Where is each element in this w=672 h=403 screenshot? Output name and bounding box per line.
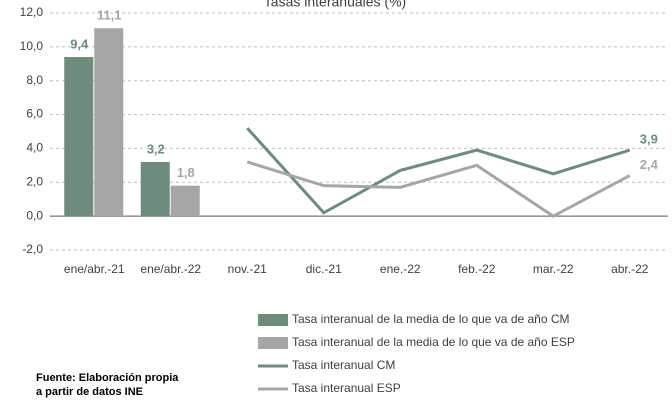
y-tick-label: 8,0: [26, 73, 43, 87]
legend-label: Tasa interanual de la media de lo que va…: [292, 335, 575, 349]
source-note: a partir de datos INE: [36, 386, 143, 398]
data-label: 9,4: [70, 36, 89, 51]
bar: [94, 28, 124, 217]
y-tick-label: 12,0: [20, 5, 44, 19]
line: [246, 160, 631, 218]
source-note: Fuente: Elaboración propia: [36, 372, 179, 384]
x-tick-label: ene/abr.-22: [140, 262, 201, 276]
y-tick-label: 2,0: [26, 174, 43, 188]
y-tick-label: 0,0: [26, 208, 43, 222]
chart-title: Tasas interanuales (%): [264, 0, 406, 10]
line: [246, 127, 631, 215]
x-tick-label: nov.-21: [228, 262, 267, 276]
data-label: 1,8: [177, 165, 195, 180]
data-label: 2,4: [640, 157, 659, 172]
y-tick-label: -2,0: [22, 242, 43, 256]
bar: [64, 57, 94, 217]
legend-label: Tasa interanual CM: [292, 358, 395, 372]
x-tick-label: ene/abr.-21: [64, 262, 125, 276]
x-tick-label: feb.-22: [458, 262, 496, 276]
legend-label: Tasa interanual ESP: [292, 381, 401, 395]
y-tick-label: 6,0: [26, 107, 43, 121]
x-tick-label: ene.-22: [380, 262, 421, 276]
bar: [140, 161, 170, 217]
legend-swatch: [258, 314, 288, 326]
x-tick-label: abr.-22: [611, 262, 649, 276]
legend-swatch: [258, 337, 288, 349]
x-tick-label: mar.-22: [533, 262, 574, 276]
x-tick-label: dic.-21: [306, 262, 342, 276]
data-label: 11,1: [97, 8, 122, 23]
y-tick-label: 4,0: [26, 141, 43, 155]
data-label: 3,9: [640, 132, 658, 147]
data-label: 3,2: [147, 141, 165, 156]
legend-label: Tasa interanual de la media de lo que va…: [292, 312, 570, 326]
y-tick-label: 10,0: [20, 39, 44, 53]
bar: [170, 185, 200, 217]
